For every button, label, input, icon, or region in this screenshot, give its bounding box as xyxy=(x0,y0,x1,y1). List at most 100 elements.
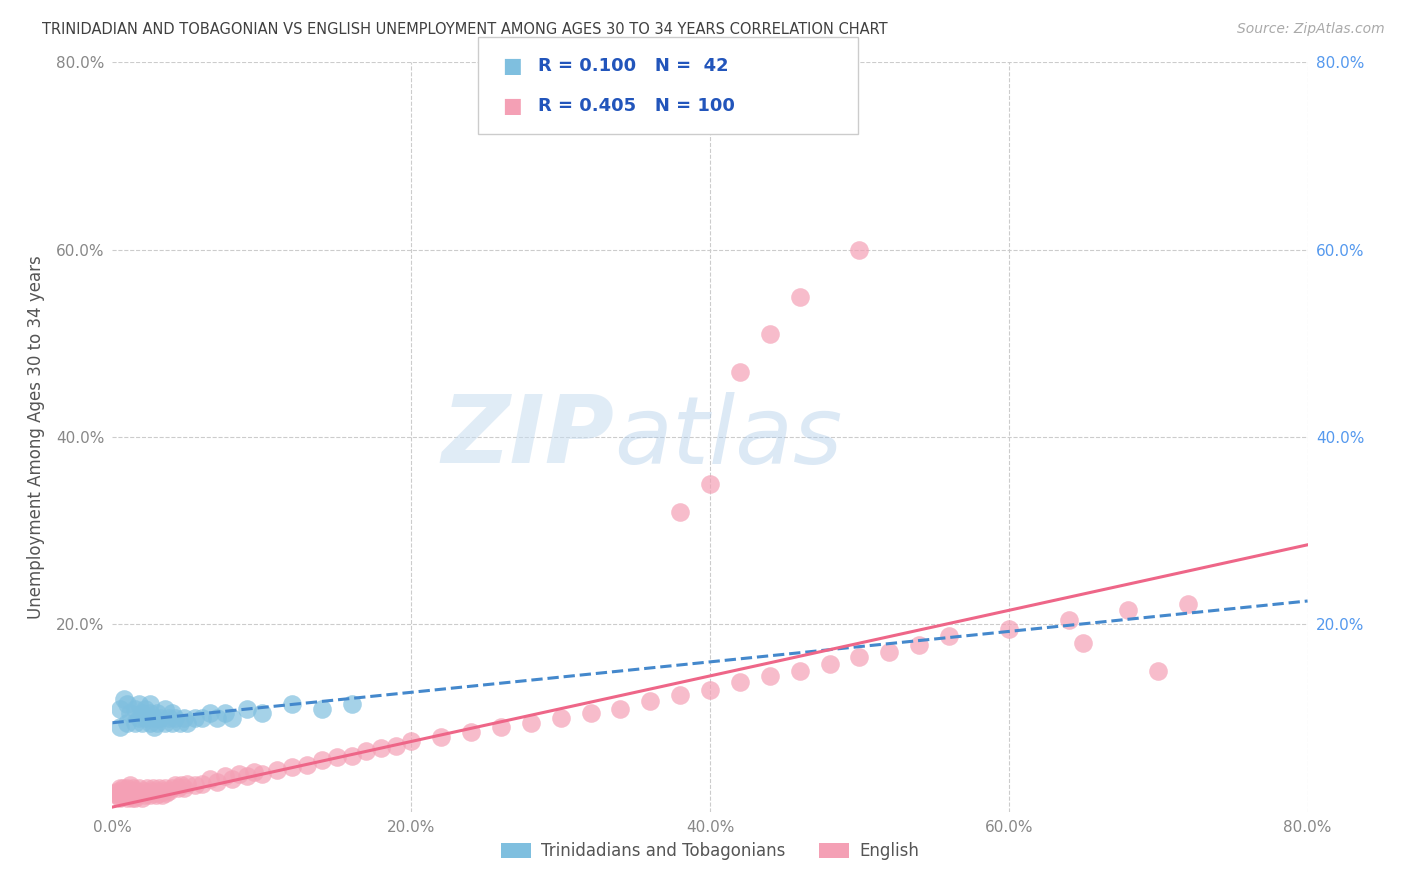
Point xyxy=(609,701,631,715)
Point xyxy=(311,701,333,715)
Point xyxy=(430,730,453,744)
Point xyxy=(108,790,131,805)
Point xyxy=(340,697,363,711)
Point xyxy=(728,675,751,690)
Point xyxy=(128,781,150,796)
Point xyxy=(146,715,169,730)
Text: ■: ■ xyxy=(502,95,522,116)
Point xyxy=(460,725,482,739)
Point xyxy=(998,622,1021,636)
Point xyxy=(385,739,408,753)
Point xyxy=(107,784,129,798)
Point xyxy=(250,706,273,721)
Point xyxy=(143,786,166,800)
Point xyxy=(759,326,782,341)
Point xyxy=(214,706,236,721)
Point xyxy=(131,790,153,805)
Point xyxy=(162,715,183,730)
Point xyxy=(134,701,156,715)
Point xyxy=(221,711,243,725)
Point xyxy=(121,790,143,805)
Point xyxy=(848,243,870,257)
Point xyxy=(131,715,153,730)
Point xyxy=(236,769,259,783)
Point xyxy=(173,781,195,796)
Point xyxy=(325,750,347,764)
Point xyxy=(111,786,134,800)
Point xyxy=(138,786,160,800)
Point xyxy=(311,753,333,767)
Point xyxy=(879,646,901,660)
Point xyxy=(105,788,128,802)
Point xyxy=(221,772,243,786)
Text: R = 0.100   N =  42: R = 0.100 N = 42 xyxy=(538,56,730,75)
Point xyxy=(170,779,193,793)
Point xyxy=(699,683,721,698)
Point xyxy=(214,769,236,783)
Point xyxy=(139,697,162,711)
Point xyxy=(120,786,142,800)
Point xyxy=(1073,636,1095,650)
Point xyxy=(205,711,228,725)
Point xyxy=(176,776,198,791)
Point xyxy=(146,706,169,721)
Point xyxy=(155,786,177,800)
Point xyxy=(167,781,190,796)
Point xyxy=(401,734,423,748)
Point xyxy=(669,688,692,702)
Point xyxy=(489,721,512,735)
Text: ZIP: ZIP xyxy=(441,391,614,483)
Point xyxy=(153,701,176,715)
Point xyxy=(124,701,146,715)
Point xyxy=(117,697,139,711)
Point xyxy=(122,781,145,796)
Point xyxy=(149,786,172,800)
Point xyxy=(266,763,288,777)
Point xyxy=(132,784,155,798)
Point xyxy=(149,711,172,725)
Point xyxy=(142,781,165,796)
Point xyxy=(127,788,149,802)
Point xyxy=(139,788,162,802)
Point xyxy=(938,629,960,643)
Point xyxy=(153,781,176,796)
Point xyxy=(250,767,273,781)
Point xyxy=(125,784,148,798)
Point xyxy=(120,706,142,721)
Point xyxy=(118,788,141,802)
Point xyxy=(120,779,142,793)
Point xyxy=(243,765,266,780)
Point xyxy=(146,784,169,798)
Point xyxy=(340,748,363,763)
Point xyxy=(1177,597,1199,611)
Text: ■: ■ xyxy=(502,55,522,76)
Point xyxy=(139,715,162,730)
Point xyxy=(281,760,304,774)
Point xyxy=(728,365,751,379)
Point xyxy=(117,790,139,805)
Point xyxy=(124,790,146,805)
Point xyxy=(110,788,132,802)
Point xyxy=(153,715,176,730)
Point xyxy=(370,741,392,756)
Point xyxy=(640,694,662,708)
Point xyxy=(162,781,183,796)
Point xyxy=(131,706,153,721)
Y-axis label: Unemployment Among Ages 30 to 34 years: Unemployment Among Ages 30 to 34 years xyxy=(27,255,45,619)
Point xyxy=(281,697,304,711)
Point xyxy=(114,692,135,706)
Text: Source: ZipAtlas.com: Source: ZipAtlas.com xyxy=(1237,22,1385,37)
Point xyxy=(117,781,139,796)
Point xyxy=(108,701,131,715)
Point xyxy=(198,772,221,786)
Point xyxy=(114,784,135,798)
Text: R = 0.405   N = 100: R = 0.405 N = 100 xyxy=(538,96,735,115)
Point xyxy=(1057,613,1080,627)
Point xyxy=(1147,664,1170,679)
Point xyxy=(165,779,187,793)
Point xyxy=(121,784,143,798)
Point xyxy=(669,505,692,519)
Point xyxy=(148,781,170,796)
Text: atlas: atlas xyxy=(614,392,842,483)
Point xyxy=(183,711,205,725)
